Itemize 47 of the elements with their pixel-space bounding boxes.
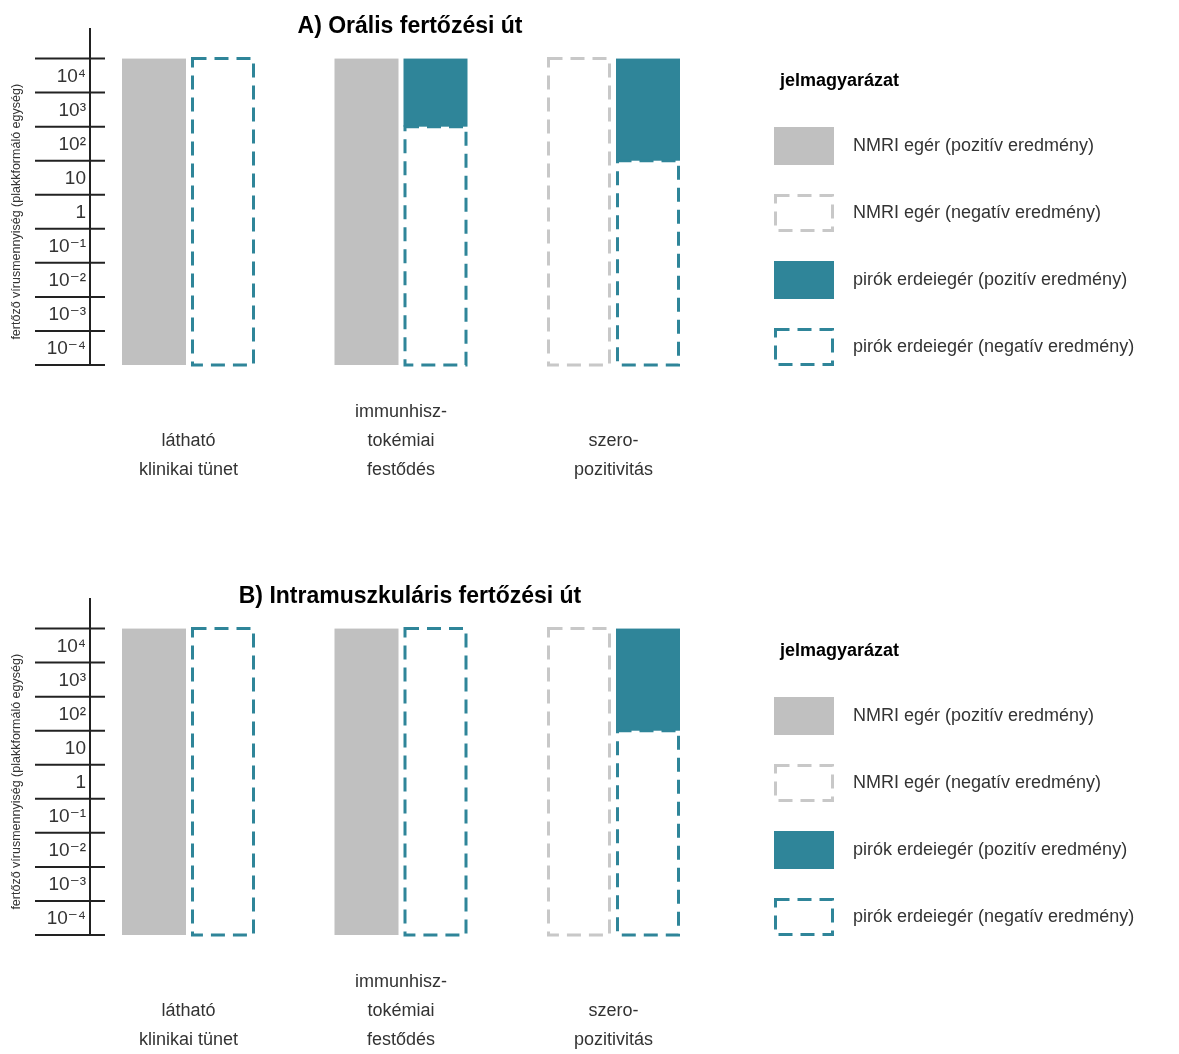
bar [334, 58, 399, 365]
x-tick-label: szero- pozitivitás [573, 1000, 654, 1049]
bar [122, 628, 186, 935]
y-tick-label: 10 [64, 737, 86, 759]
y-tick-label: 10⁻⁴ [46, 337, 86, 359]
y-tick-label: 10⁻³ [48, 303, 86, 325]
x-tick-label: szero- pozitivitás [573, 430, 654, 479]
y-tick-label: 10² [58, 133, 86, 155]
y-tick-label: 10⁻¹ [48, 805, 86, 827]
legend-label: pirók erdeiegér (negatív eredmény) [853, 335, 1135, 356]
y-tick-label: 10⁻⁴ [46, 907, 86, 929]
y-tick-label: 10⁴ [56, 635, 86, 657]
y-tick-label: 10² [58, 703, 86, 725]
x-tick-label: látható klinikai tünet [138, 430, 239, 479]
legend-label: NMRI egér (negatív eredmény) [853, 201, 1102, 222]
x-tick-label: látható klinikai tünet [138, 1000, 239, 1049]
bar [191, 57, 255, 367]
legend-title: jelmagyarázat [779, 70, 900, 90]
bar [403, 627, 468, 937]
legend-label: NMRI egér (pozitív eredmény) [853, 704, 1095, 725]
x-tick-label: immunhisz- tokémiai festődés [354, 971, 448, 1049]
y-tick-label: 10⁻³ [48, 873, 86, 895]
bar [547, 57, 611, 367]
y-tick-label: 1 [75, 201, 86, 223]
y-tick-label: 10⁴ [56, 65, 86, 87]
y-tick-label: 1 [75, 771, 86, 793]
chart-title: B) Intramuszkuláris fertőzési út [238, 582, 582, 608]
legend-label: NMRI egér (negatív eredmény) [853, 771, 1102, 792]
y-tick-label: 10⁻¹ [48, 235, 86, 257]
bar [122, 58, 186, 365]
chart-title: A) Orális fertőzési út [297, 12, 523, 38]
legend-title: jelmagyarázat [779, 640, 900, 660]
bar [547, 627, 611, 937]
y-tick-label: 10³ [58, 669, 86, 691]
y-axis-title: fertőző vírusmennyiség (plakkformáló egység) [9, 653, 23, 910]
y-tick-label: 10⁻² [48, 839, 86, 861]
y-axis-title: fertőző vírusmennyiség (plakkformáló egység) [9, 83, 23, 340]
legend-label: pirók erdeiegér (negatív eredmény) [853, 905, 1135, 926]
y-tick-label: 10⁻² [48, 269, 86, 291]
y-tick-label: 10 [64, 167, 86, 189]
bar [191, 627, 255, 937]
y-tick-label: 10³ [58, 99, 86, 121]
bar [334, 628, 399, 935]
x-tick-label: immunhisz- tokémiai festődés [354, 401, 448, 479]
legend-label: pirók erdeiegér (pozitív eredmény) [853, 268, 1128, 289]
legend-label: pirók erdeiegér (pozitív eredmény) [853, 838, 1128, 859]
legend-label: NMRI egér (pozitív eredmény) [853, 134, 1095, 155]
